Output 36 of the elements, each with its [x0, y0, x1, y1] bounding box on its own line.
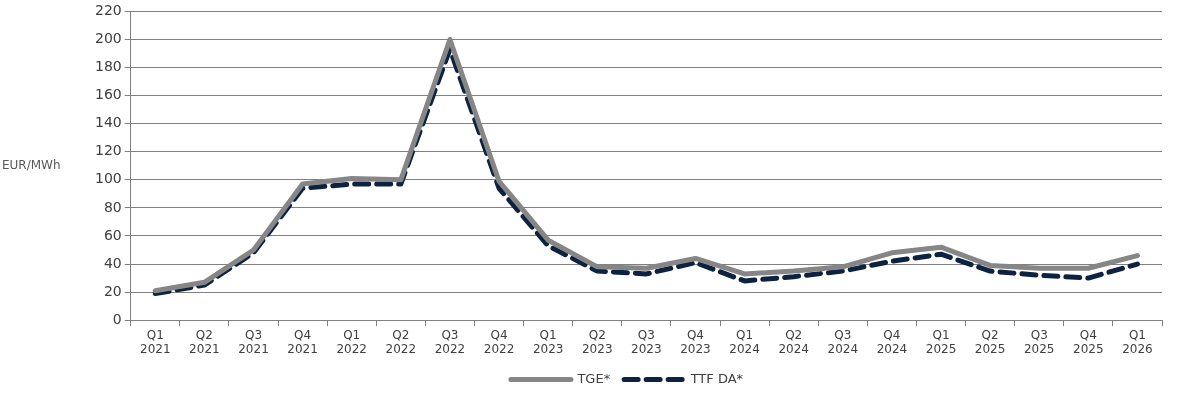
x-tick-label: Q3 2021: [238, 327, 269, 356]
x-tick-label: Q1 2021: [140, 327, 171, 356]
y-tick-label: 220: [94, 2, 122, 19]
x-tick-label: Q4 2021: [287, 327, 318, 356]
x-tick-label: Q2 2022: [385, 327, 417, 356]
y-tick-label: 140: [94, 114, 122, 131]
y-tick-label: 40: [103, 254, 122, 271]
x-tick-label: Q1 2025: [925, 327, 957, 356]
y-tick-label: 100: [94, 170, 122, 187]
x-tick-label: Q1 2024: [729, 327, 760, 356]
y-tick-label: 160: [94, 86, 122, 103]
x-tick-label: Q2 2025: [974, 327, 1006, 356]
x-tick-label: Q3 2025: [1023, 327, 1055, 356]
x-tick-label: Q3 2024: [827, 327, 859, 356]
y-tick-label: 200: [94, 30, 122, 47]
y-tick-label: 60: [103, 226, 122, 243]
x-tick-label: Q4 2022: [483, 327, 515, 356]
x-tick-label: Q4 2024: [876, 327, 908, 356]
x-tick-label: Q2 2023: [581, 327, 613, 356]
x-tick-label: Q4 2025: [1073, 327, 1104, 356]
y-tick-label: 180: [94, 58, 122, 75]
x-tick-label: Q4 2023: [680, 327, 711, 356]
x-tick-label: Q3 2022: [434, 327, 466, 356]
x-tick-label: Q1 2023: [532, 327, 564, 356]
x-tick-label: Q3 2023: [631, 327, 662, 356]
y-tick-label: 80: [103, 198, 122, 215]
x-tick-label: Q1 2026: [1122, 327, 1153, 356]
y-axis-title: EUR/MWh: [2, 157, 61, 172]
y-tick-label: 20: [103, 282, 122, 299]
legend-label: TGE*: [576, 370, 611, 386]
y-tick-label: 120: [94, 142, 122, 159]
x-tick-label: Q2 2024: [778, 327, 809, 356]
x-tick-label: Q1 2022: [336, 327, 367, 356]
y-tick-label: 0: [112, 310, 122, 327]
legend-label: TTF DA*: [689, 370, 744, 386]
x-tick-label: Q2 2021: [189, 327, 220, 356]
